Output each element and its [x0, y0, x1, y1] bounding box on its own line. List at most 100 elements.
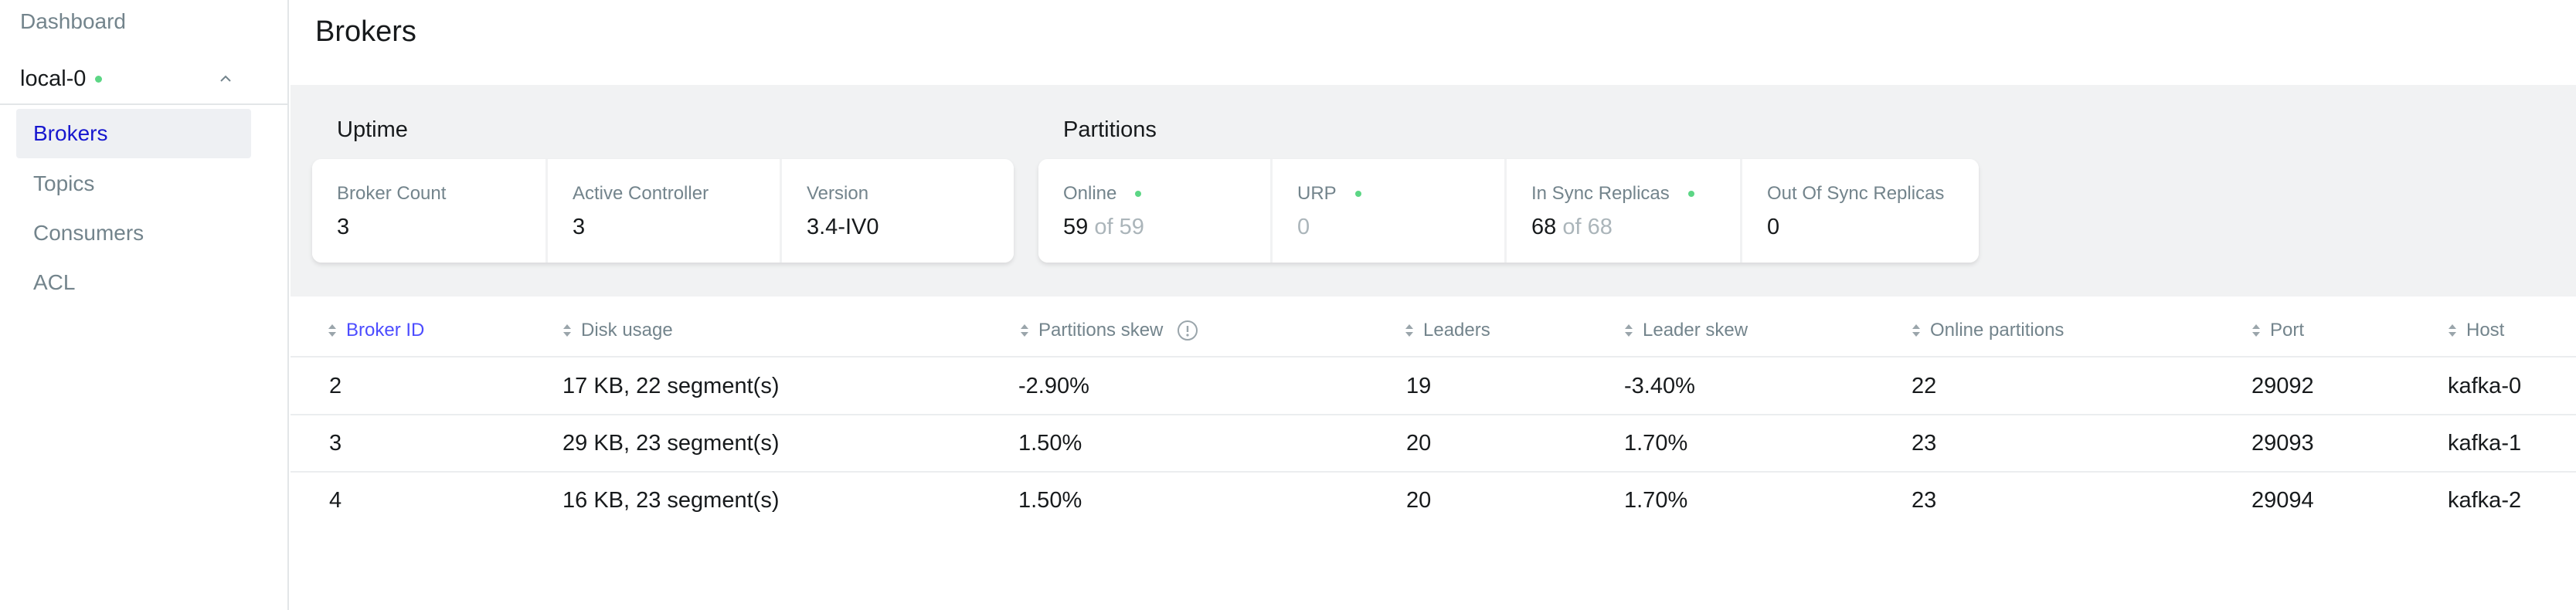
sort-icon — [1021, 324, 1028, 337]
urp-label-row: URP — [1297, 182, 1504, 205]
sort-icon — [2449, 324, 2456, 337]
uptime-title: Uptime — [337, 117, 408, 142]
cell-port: 29092 — [2251, 374, 2314, 398]
column-header-partitions-skew[interactable]: Partitions skew — [1020, 320, 1198, 341]
in-sync-status-dot — [1687, 191, 1694, 197]
broker-count-label: Broker Count — [337, 183, 447, 204]
column-header-leader-skew[interactable]: Leader skew — [1624, 320, 1748, 341]
version-value: 3.4-IV0 — [807, 215, 879, 239]
sort-icon — [2252, 324, 2260, 337]
card-divider — [545, 159, 548, 263]
cell-partitions-skew: 1.50% — [1018, 431, 1082, 456]
column-header-online-partitions[interactable]: Online partitions — [1912, 320, 2064, 341]
urp-value: 0 — [1297, 215, 1310, 239]
cell-broker-id[interactable]: 4 — [329, 488, 342, 513]
cell-leaders: 20 — [1406, 431, 1432, 456]
cell-host: kafka-1 — [2448, 431, 2522, 456]
partitions-cards: Online 59 of 59 URP 0 In Sync Replicas 6… — [1038, 159, 1979, 263]
cell-leader-skew: -3.40% — [1624, 374, 1695, 398]
sidebar-item-label: Brokers — [33, 121, 108, 145]
column-header-disk-usage[interactable]: Disk usage — [562, 320, 673, 341]
active-controller-card: Active Controller 3 — [548, 159, 780, 263]
sidebar-item-label: Topics — [33, 171, 95, 195]
in-sync-card: In Sync Replicas 68 of 68 — [1507, 159, 1740, 263]
page-title: Brokers — [315, 15, 416, 48]
column-header-leaders[interactable]: Leaders — [1405, 320, 1490, 341]
card-divider — [1740, 159, 1742, 263]
sidebar-item-label: Consumers — [33, 221, 144, 245]
urp-label: URP — [1297, 183, 1337, 204]
sidebar-item-label: ACL — [33, 270, 76, 294]
cell-leaders: 19 — [1406, 374, 1432, 398]
cell-partitions-skew: 1.50% — [1018, 488, 1082, 513]
card-divider — [1270, 159, 1273, 263]
version-card: Version 3.4-IV0 — [782, 159, 1014, 263]
in-sync-value: 68 — [1531, 215, 1557, 239]
column-header-broker-id[interactable]: Broker ID — [328, 320, 424, 341]
cell-disk-usage: 29 KB, 23 segment(s) — [562, 431, 780, 456]
sort-icon — [1405, 324, 1413, 337]
cluster-name[interactable]: local-0 — [20, 66, 103, 92]
cell-disk-usage: 16 KB, 23 segment(s) — [562, 488, 780, 513]
urp-status-dot — [1354, 191, 1361, 197]
cluster-status-dot — [95, 76, 103, 83]
card-divider — [1504, 159, 1507, 263]
cell-online-partitions: 22 — [1912, 374, 1937, 398]
active-controller-value: 3 — [573, 215, 586, 239]
sort-icon — [1625, 324, 1633, 337]
out-of-sync-label: Out Of Sync Replicas — [1767, 183, 1945, 204]
cell-host: kafka-0 — [2448, 374, 2522, 398]
online-of: of 59 — [1094, 215, 1144, 239]
broker-count-value: 3 — [337, 215, 350, 239]
out-of-sync-value: 0 — [1767, 215, 1780, 239]
cell-online-partitions: 23 — [1912, 431, 1937, 456]
info-icon[interactable] — [1177, 320, 1198, 341]
table-row-divider — [291, 471, 2576, 473]
online-value: 59 — [1063, 215, 1089, 239]
chevron-up-icon[interactable] — [218, 71, 233, 86]
table-divider — [291, 356, 2576, 358]
broker-count-card: Broker Count 3 — [312, 159, 545, 263]
sort-icon — [1912, 324, 1920, 337]
column-header-label: Host — [2466, 320, 2505, 341]
cell-partitions-skew: -2.90% — [1018, 374, 1089, 398]
partitions-title: Partitions — [1063, 117, 1157, 142]
sidebar: Dashboard local-0 Brokers Topics Consume… — [0, 0, 289, 610]
table-row-divider — [291, 414, 2576, 415]
column-header-label: Leaders — [1423, 320, 1490, 341]
in-sync-label: In Sync Replicas — [1531, 183, 1670, 204]
cell-port: 29094 — [2251, 488, 2314, 513]
sidebar-divider — [0, 103, 287, 105]
sidebar-item-consumers[interactable]: Consumers — [16, 208, 251, 258]
sidebar-item-dashboard[interactable]: Dashboard — [20, 9, 126, 33]
sort-icon — [328, 324, 336, 337]
in-sync-label-row: In Sync Replicas — [1531, 182, 1740, 205]
card-divider — [780, 159, 782, 263]
column-header-host[interactable]: Host — [2448, 320, 2504, 341]
urp-card: URP 0 — [1273, 159, 1504, 263]
uptime-cards: Broker Count 3 Active Controller 3 Versi… — [312, 159, 1014, 263]
sidebar-item-topics[interactable]: Topics — [16, 159, 251, 208]
cell-host: kafka-2 — [2448, 488, 2522, 513]
in-sync-value-row: 68 of 68 — [1531, 215, 1740, 240]
column-header-label: Leader skew — [1643, 320, 1748, 341]
cell-broker-id[interactable]: 2 — [329, 374, 342, 398]
online-label-row: Online — [1063, 182, 1270, 205]
column-header-label: Port — [2270, 320, 2305, 341]
sidebar-item-brokers[interactable]: Brokers — [16, 109, 251, 158]
cell-broker-id[interactable]: 3 — [329, 431, 342, 456]
sidebar-item-acl[interactable]: ACL — [16, 258, 251, 307]
cluster-label: local-0 — [20, 66, 87, 91]
online-status-dot — [1135, 191, 1142, 197]
cell-disk-usage: 17 KB, 22 segment(s) — [562, 374, 780, 398]
column-header-label: Online partitions — [1930, 320, 2065, 341]
cell-leader-skew: 1.70% — [1624, 488, 1688, 513]
column-header-label: Partitions skew — [1038, 320, 1164, 341]
in-sync-of: of 68 — [1562, 215, 1613, 239]
online-card: Online 59 of 59 — [1038, 159, 1270, 263]
active-controller-label: Active Controller — [573, 183, 709, 204]
column-header-port[interactable]: Port — [2251, 320, 2304, 341]
cell-online-partitions: 23 — [1912, 488, 1937, 513]
online-value-row: 59 of 59 — [1063, 215, 1270, 240]
cell-leaders: 20 — [1406, 488, 1432, 513]
